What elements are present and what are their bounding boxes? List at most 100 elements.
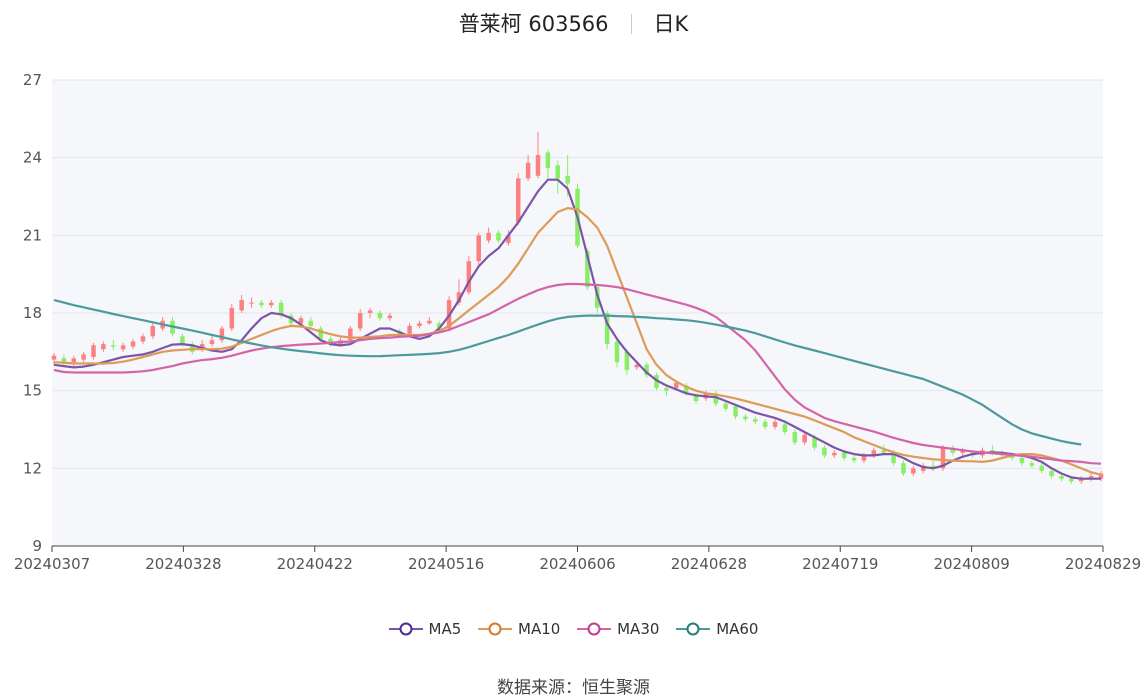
y-tick-label: 12 [23,459,42,477]
ma10-line [53,207,1102,476]
candle-body [535,155,541,176]
legend-item-ma60[interactable]: MA60 [676,620,758,638]
candle-body [1078,478,1084,482]
x-tick-label: 20240422 [277,555,353,573]
candle-body [940,447,946,469]
candle-body [348,328,353,341]
candle-body [298,318,304,324]
candle-body [891,452,896,464]
candle-body [387,315,393,319]
candle-body [674,382,679,389]
candle-body [565,175,570,184]
legend-label-ma5: MA5 [428,620,462,638]
candle-body [130,341,136,347]
chart-title: 普莱柯 603566 日K [0,8,1147,38]
candlestick-chart: 9 12 15 18 21 24 27 20240307 20240328 20240422 202… [14,71,1141,573]
legend-item-ma30[interactable]: MA30 [577,620,659,638]
x-tick-label: 20240628 [671,555,747,573]
candle-body [377,313,383,319]
candle-body [683,385,689,394]
candle-body [269,302,274,306]
candle-body [654,375,659,389]
candle-body [664,388,669,391]
candle-body [1029,463,1035,466]
stock-name-code: 普莱柯 603566 [458,12,609,36]
candle-body [1059,476,1064,479]
candle-body [644,364,649,376]
candle-body [367,310,373,313]
ma5-line [53,178,1101,480]
candle-body [486,232,491,241]
candle-body [1088,476,1094,479]
candle-body [861,455,867,461]
candle-body [259,302,264,306]
y-tick-label: 24 [23,149,42,167]
x-tick-label: 20240809 [933,555,1009,573]
candle-body [792,432,798,443]
ma60-line [53,299,1082,446]
candle-body [1039,465,1044,471]
legend-item-ma10[interactable]: MA10 [478,620,560,638]
y-tick-label: 9 [32,537,42,555]
candle-body [427,320,432,324]
candle-body [585,250,590,288]
legend-label-ma30: MA30 [617,620,660,638]
title-separator [630,14,632,34]
candle-body [881,450,886,453]
ma60-legend-icon [676,622,711,636]
candle-body [328,338,333,345]
y-tick-label: 15 [23,382,42,400]
candle-body [802,434,807,443]
candle-body [318,328,323,339]
x-tick-label: 20240829 [1065,555,1141,573]
legend-label-ma60: MA60 [716,620,759,638]
candle-body [614,341,620,363]
candle-body [525,162,531,179]
candle-body [772,421,778,427]
candle-body [1009,455,1015,458]
candle-body [604,313,610,345]
candle-body [308,320,314,326]
candle-body [81,354,86,360]
candle-body [229,307,235,329]
legend-item-ma5[interactable]: MA5 [388,620,462,638]
legend-label-ma10: MA10 [518,620,561,638]
candle-body [723,403,728,409]
candle-body [930,465,936,469]
ma10-legend-icon [478,622,513,636]
candle-body [920,465,926,471]
candle-body [743,416,748,420]
candle-body [950,447,956,453]
candle-body [634,364,640,368]
candle-body [120,345,126,350]
y-tick-label: 21 [23,226,42,244]
candle-body [832,452,837,456]
candle-body [150,325,156,337]
candle-body [1098,473,1104,479]
candle-body [851,457,857,461]
x-tick-label: 20240719 [802,555,878,573]
ma5-legend-icon [388,622,423,636]
chart-legend: MA5 MA10 MA30 MA60 [0,620,1147,640]
candle-body [140,336,146,342]
candle-body [496,232,501,241]
candle-body [1019,457,1025,464]
source-value: 恒生聚源 [582,678,650,698]
candle-body [190,344,195,352]
candle-body [101,344,106,350]
candle-body [219,328,225,341]
source-label: 数据来源： [497,678,582,698]
candle-body [693,395,699,402]
candle-body [209,340,215,345]
candle-body [436,323,442,329]
x-tick-label: 20240606 [539,555,615,573]
candle-body [871,450,877,456]
candle-body [545,152,551,169]
candle-body [841,452,847,458]
candle-body [456,292,462,303]
candle-body [624,351,630,370]
candle-body [782,424,788,433]
candle-body [515,178,521,223]
candle-body [812,437,817,448]
candle-body [1069,478,1074,482]
